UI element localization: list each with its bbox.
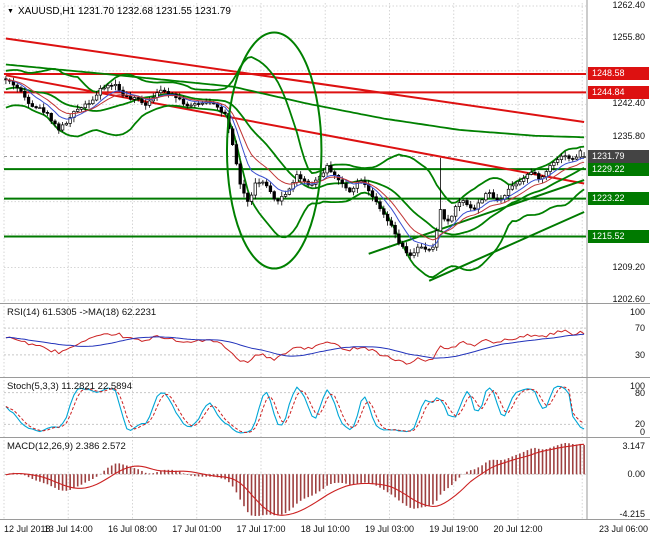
macd-axis-label: -4.215 <box>619 509 645 519</box>
stoch-indicator-label: Stoch(5,3,3) 11.2821 22.5894 <box>7 381 133 392</box>
rsi-axis-label: 100 <box>629 306 645 317</box>
time-axis-label: 16 Jul 08:00 <box>107 524 158 534</box>
price-axis-label: 1255.80 <box>612 32 645 43</box>
price-axis-label: 1262.40 <box>612 0 645 10</box>
rsi-axis-label: 30 <box>634 349 645 360</box>
trendline <box>5 37 585 124</box>
time-axis-label: 19 Jul 19:00 <box>429 524 479 534</box>
price-axis-label: 1235.80 <box>612 130 645 141</box>
macd-indicator-label: MACD(12,26,9) 2.386 2.572 <box>7 441 126 452</box>
macd-panel-layer <box>4 443 586 516</box>
price-level-badge: 1231.79 <box>588 149 649 163</box>
stoch-axis-label: 80 <box>634 387 645 398</box>
time-axis-label: 20 Jul 12:00 <box>493 524 543 534</box>
rsi-axis-label: 70 <box>634 323 645 334</box>
rsi-panel-layer <box>4 327 586 365</box>
time-axis-label: 17 Jul 17:00 <box>236 524 286 534</box>
main-chart-layer <box>4 31 586 282</box>
price-axis-label: 1242.40 <box>612 98 645 109</box>
dropdown-arrow-icon[interactable]: ▼ <box>7 8 14 15</box>
time-axis-label: 23 Jul 06:00 <box>598 524 648 534</box>
price-axis-label: 1202.60 <box>612 294 645 304</box>
stoch-axis-label: 100 <box>629 380 645 391</box>
stoch-axis-label: 20 <box>634 419 645 430</box>
trendline <box>428 211 585 282</box>
macd-axis-label: 0.00 <box>627 469 645 480</box>
time-axis-label: 17 Jul 01:00 <box>172 524 222 534</box>
price-level-badge: 1244.84 <box>588 85 649 99</box>
price-level-badge: 1248.58 <box>588 67 649 81</box>
macd-axis-label: 3.147 <box>622 440 645 451</box>
symbol-ohlc-label: XAUUSD,H1 1231.70 1232.68 1231.55 1231.7… <box>17 6 231 17</box>
time-axis-label: 12 Jul 2018 <box>4 524 51 534</box>
time-axis-label: 18 Jul 10:00 <box>300 524 350 534</box>
time-axis-label: 19 Jul 03:00 <box>364 524 414 534</box>
stoch-panel-layer <box>4 385 586 434</box>
bollinger-bands <box>5 56 585 279</box>
price-axis-label: 1209.20 <box>612 261 645 272</box>
stoch-axis-label: 0 <box>639 427 645 437</box>
chart-header: ▼ XAUUSD,H1 1231.70 1232.68 1231.55 1231… <box>7 6 231 17</box>
time-axis-label: 13 Jul 14:00 <box>43 524 93 534</box>
rsi-indicator-label: RSI(14) 61.5305 ->MA(18) 62.2231 <box>7 307 157 318</box>
price-level-badge: 1215.52 <box>588 229 649 243</box>
analysis-ellipse <box>225 31 323 270</box>
price-level-badge: 1229.22 <box>588 162 649 176</box>
trendline <box>368 179 585 255</box>
price-level-badge: 1223.22 <box>588 192 649 206</box>
